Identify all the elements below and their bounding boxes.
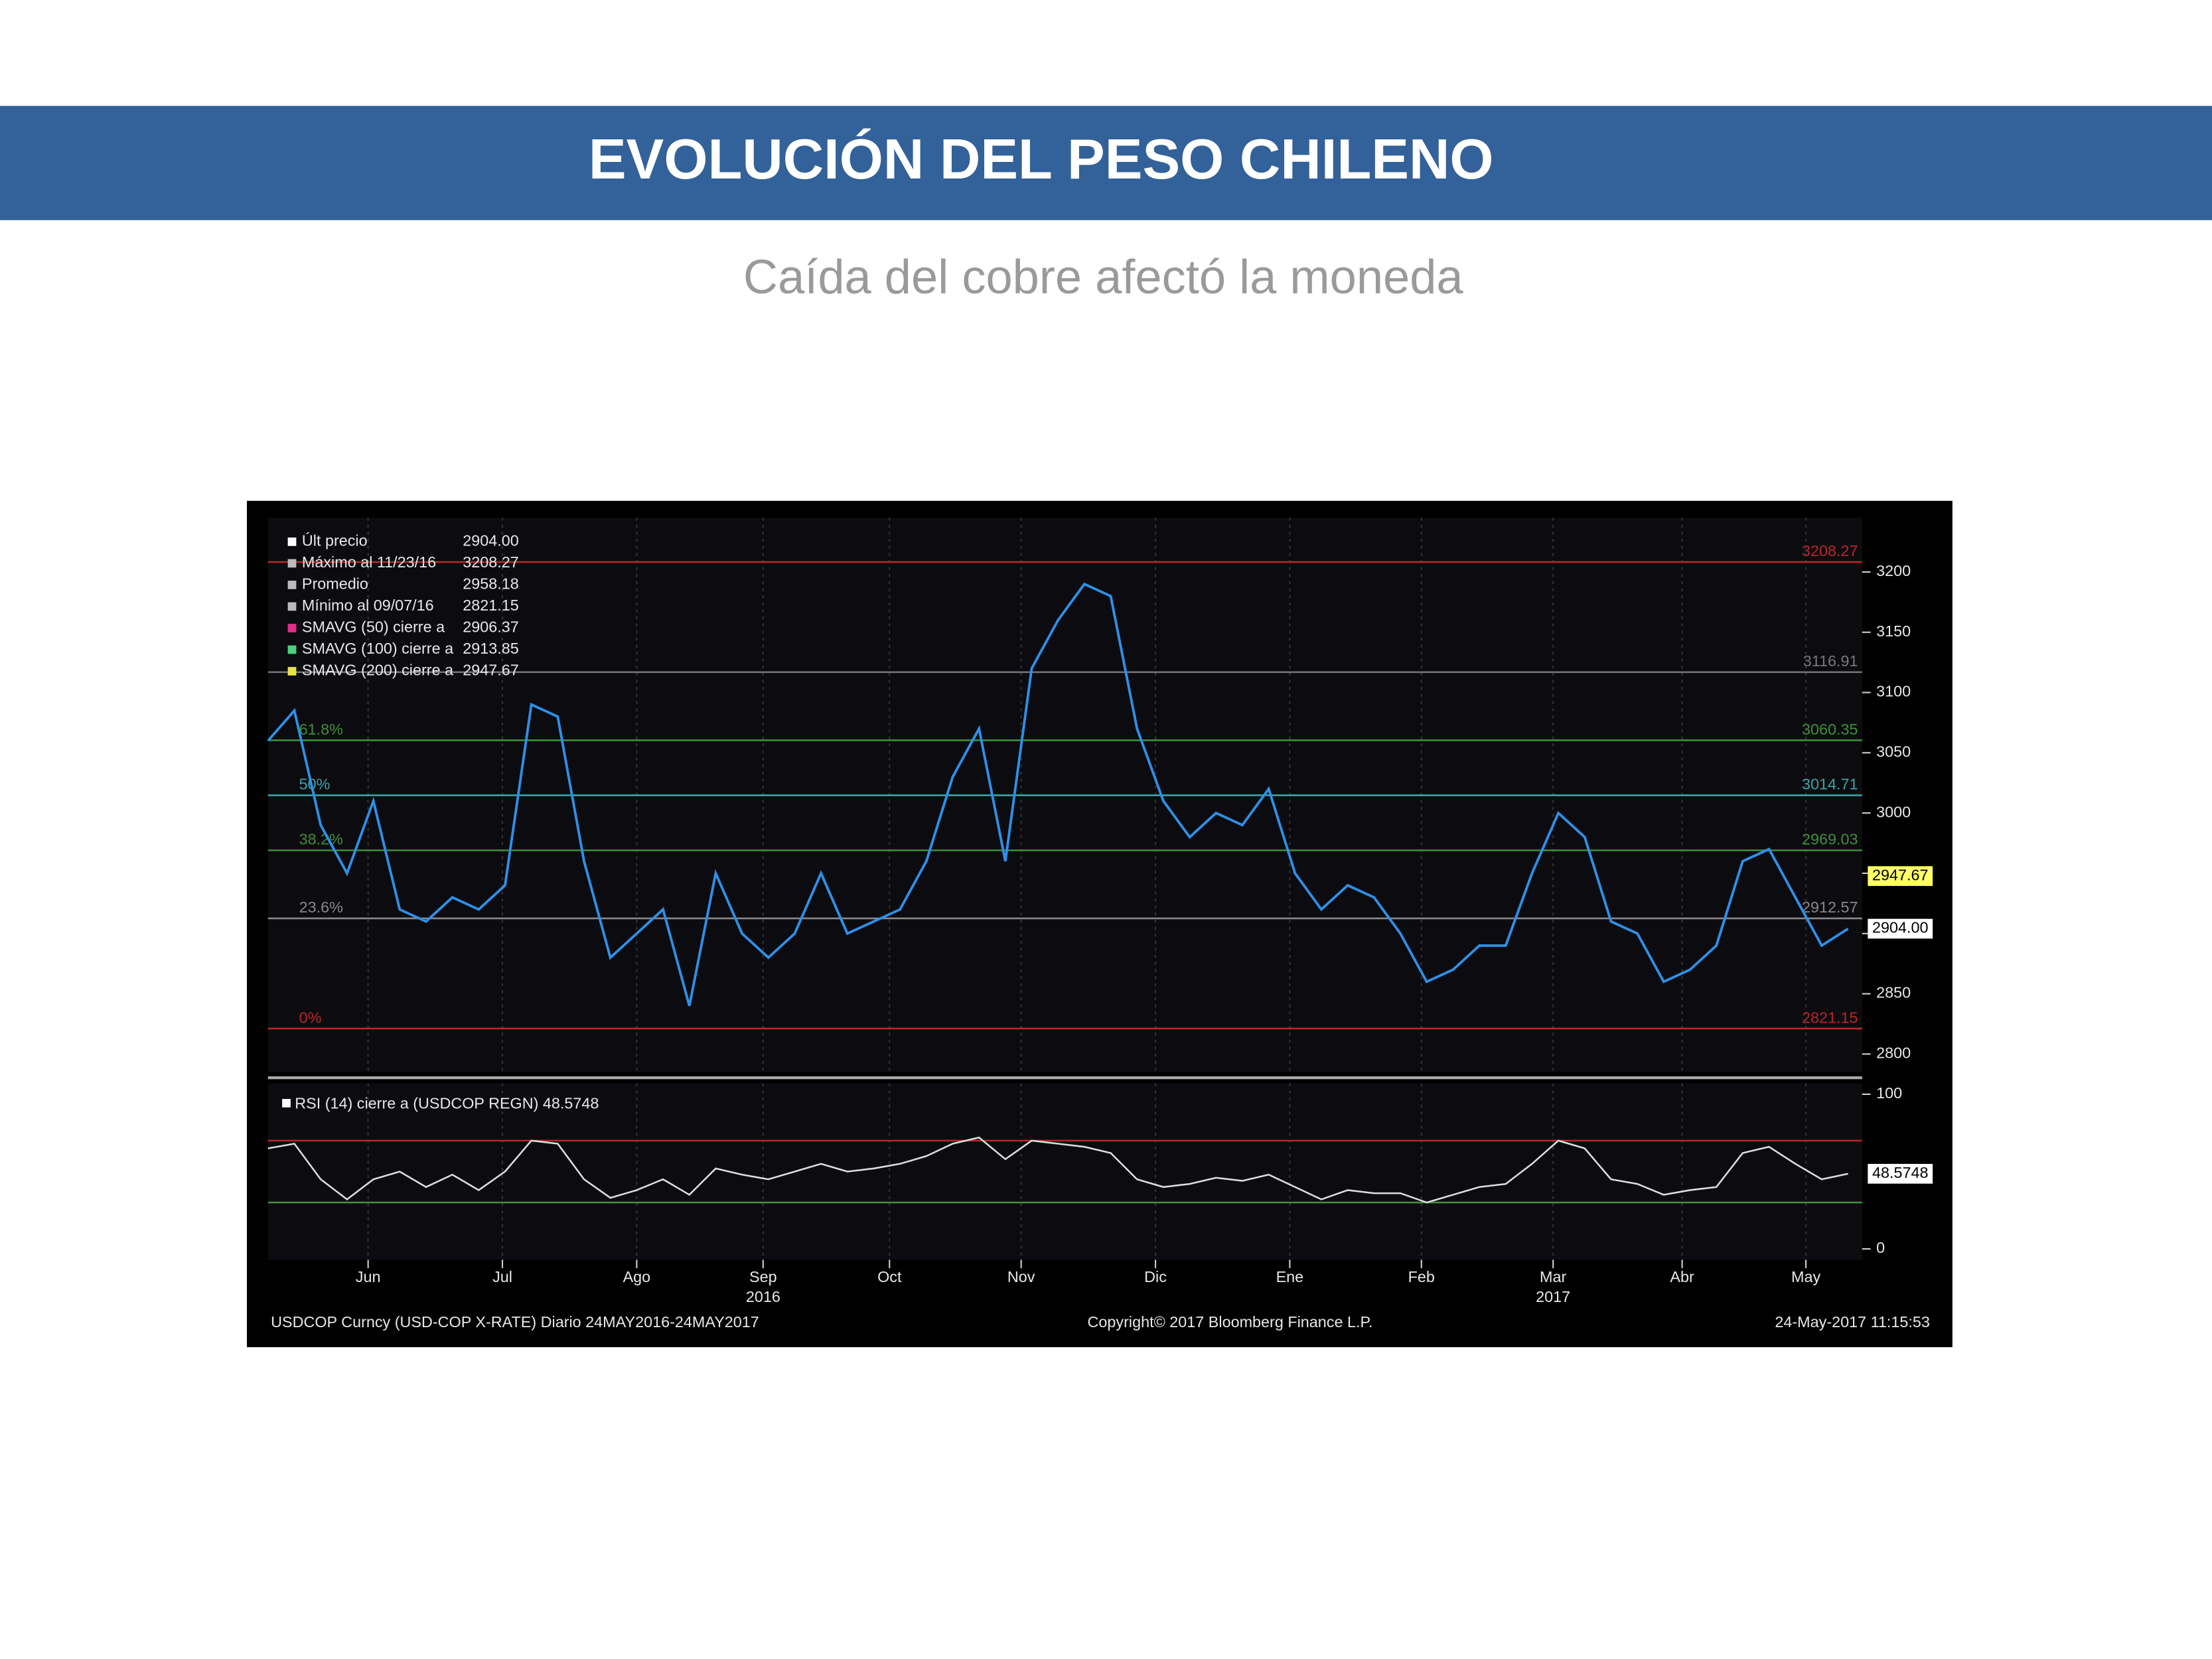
y-tick-label: 2800 [1876,1045,1911,1062]
title-banner [0,106,2212,220]
level-value: 3208.27 [1802,542,1858,559]
level-label: 23.6% [299,899,343,916]
y-tick-label: 3000 [1876,803,1911,820]
legend-label: Promedio [302,575,368,593]
level-value: 3014.71 [1802,776,1858,793]
y-tick-label: 3200 [1876,562,1911,579]
legend-value: 2906.37 [463,618,519,636]
x-tick-label: Oct [877,1268,902,1285]
series-line [267,1136,1848,1204]
marker-label: 2904.00 [1872,919,1929,936]
legend-label: SMAVG (50) cierre a [302,618,445,636]
y-tick-label: 3100 [1876,683,1911,700]
level-value: 3060.35 [1802,721,1858,738]
marker-box [1868,1163,1933,1184]
footer-time: 24-May-2017 11:15:53 [1775,1313,1929,1331]
x-year-label: 2017 [1536,1288,1570,1305]
legend-value: 2904.00 [463,532,519,549]
level-label: 38.2% [299,831,343,848]
legend-swatch [287,537,297,546]
level-label: 61.8% [299,721,343,738]
x-tick-label: May [1791,1268,1820,1285]
legend-value: 3208.27 [463,553,519,571]
marker-box [1868,918,1933,939]
y-tick-label: 2850 [1876,984,1911,1001]
legend-label: SMAVG (200) cierre a [302,662,453,679]
legend-value: 2913.85 [463,640,519,657]
x-tick-label: Sep [749,1268,777,1285]
x-tick-label: Mar [1540,1268,1566,1285]
level-value: 3116.91 [1803,652,1858,670]
level-label: 50% [299,776,331,793]
title-icon [282,1098,291,1108]
legend-label: Últ precio [302,532,368,549]
level-value: 2821.15 [1802,1009,1858,1026]
x-tick-label: Jul [492,1268,512,1285]
x-tick-label: Nov [1007,1268,1035,1285]
x-tick-label: Feb [1408,1268,1435,1285]
x-year-label: 2016 [746,1288,780,1305]
legend-swatch [287,667,297,676]
x-tick-label: Abr [1670,1268,1694,1285]
footer-source: USDCOP Curncy (USD-COP X-RATE) Diario 24… [271,1313,759,1331]
legend-label: Máximo al 11/23/16 [302,553,436,571]
series-line [267,582,1849,1007]
subtitle: Caída del cobre afectó la moneda [743,251,1463,304]
legend-label: SMAVG (100) cierre a [302,640,453,657]
legend-swatch [287,581,297,589]
marker-box [1868,866,1933,887]
level-value: 2912.57 [1802,899,1858,916]
x-tick-label: Dic [1144,1268,1167,1285]
level-label: 0% [299,1009,322,1026]
legend-label: Mínimo al 09/07/16 [302,597,434,614]
legend-value: 2821.15 [463,597,519,614]
level-value: 2969.03 [1802,831,1858,848]
legend-value: 2958.18 [463,575,519,593]
legend-swatch [287,645,297,654]
x-tick-label: Ago [623,1268,651,1285]
legend-swatch [287,624,297,632]
x-tick-label: Jun [356,1268,381,1285]
legend-value: 2947.67 [463,662,519,679]
y-tick-label: 0 [1876,1239,1885,1256]
marker-label: 2947.67 [1872,866,1929,883]
legend-swatch [287,602,297,611]
y-tick-label: 100 [1876,1084,1902,1102]
rsi-panel [267,1083,1862,1260]
y-tick-label: 3150 [1876,622,1911,640]
y-tick-label: 3050 [1876,743,1911,760]
title: EVOLUCIÓN DEL PESO CHILENO [589,128,1494,191]
x-tick-label: Ene [1276,1268,1304,1285]
rsi-title: RSI (14) cierre a (USDCOP REGN) 48.5748 [295,1095,599,1112]
marker-label: 48.5748 [1872,1164,1929,1181]
footer-copyright: Copyright© 2017 Bloomberg Finance L.P. [1088,1313,1373,1331]
legend-swatch [287,559,297,568]
